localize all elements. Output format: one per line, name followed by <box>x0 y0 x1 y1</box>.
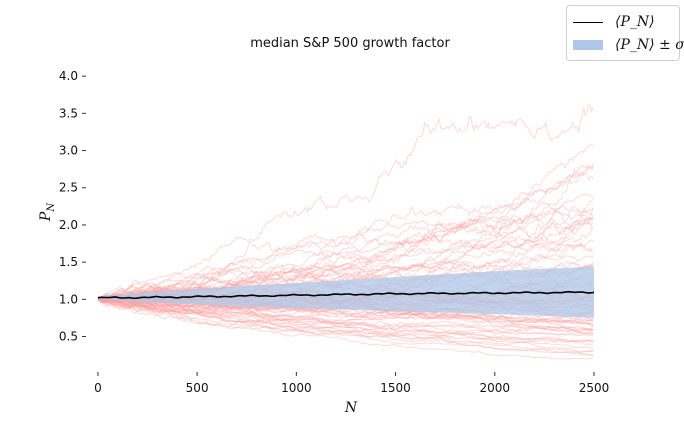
y-tick-label: 3.0 <box>59 144 78 158</box>
sample-path <box>97 294 594 325</box>
sample-path <box>97 203 594 301</box>
sample-path <box>97 298 594 334</box>
sample-path <box>97 296 594 321</box>
legend: ⟨P_N⟩ ⟨P_N⟩ ± σ_t <box>566 5 684 61</box>
mean-line-path <box>97 290 595 300</box>
sample-path <box>97 298 594 331</box>
sample-path <box>97 298 594 349</box>
sample-path <box>97 297 594 333</box>
legend-band-swatch <box>573 40 603 50</box>
sample-path <box>97 298 594 331</box>
sample-path <box>97 296 594 356</box>
sample-path <box>97 298 594 337</box>
sample-path <box>97 103 594 302</box>
sample-path <box>97 298 594 335</box>
sample-paths <box>97 103 594 360</box>
sample-path <box>97 173 594 303</box>
x-axis-label: N <box>344 400 358 416</box>
legend-label-mean: ⟨P_N⟩ <box>615 14 655 30</box>
x-tick-label: 0 <box>94 381 102 395</box>
std-band-area <box>97 266 595 318</box>
legend-label-band: ⟨P_N⟩ ± σ_t <box>615 37 684 53</box>
sample-path <box>97 297 594 353</box>
x-tick-label: 1500 <box>380 381 411 395</box>
sample-path <box>97 297 594 336</box>
sample-path <box>97 164 594 302</box>
y-axis-label: PN <box>38 202 57 222</box>
sample-path <box>97 164 594 300</box>
sample-path <box>97 298 594 357</box>
std-band <box>97 266 595 318</box>
y-tick-label: 2.0 <box>59 218 78 232</box>
chart-title: median S&P 500 growth factor <box>250 36 450 51</box>
x-tick-label: 2000 <box>480 381 511 395</box>
sample-path <box>97 298 594 353</box>
y-tick-label: 3.5 <box>59 106 78 120</box>
sample-path <box>97 296 594 345</box>
axes: 0 500 1000 1500 2000 2500 0.5 1.0 1.5 2.0 2.5 3.0 3.… <box>59 69 609 395</box>
x-tick-label: 500 <box>186 381 209 395</box>
legend-item-mean: ⟨P_N⟩ <box>567 14 655 30</box>
legend-item-band: ⟨P_N⟩ ± σ_t <box>567 37 684 53</box>
sample-path <box>97 298 594 360</box>
sample-path <box>97 144 594 300</box>
y-tick-label: 1.5 <box>59 255 78 269</box>
y-tick-label: 4.0 <box>59 69 78 83</box>
sample-path <box>97 296 594 325</box>
svg-text:PN: PN <box>38 202 57 222</box>
x-tick-label: 1000 <box>281 381 312 395</box>
sample-path <box>97 298 594 343</box>
x-tick-label: 2500 <box>579 381 610 395</box>
y-tick-label: 0.5 <box>59 330 78 344</box>
sample-path <box>97 207 594 302</box>
y-tick-label: 2.5 <box>59 181 78 195</box>
mean-line <box>97 290 595 300</box>
sample-path <box>97 216 594 302</box>
legend-line-swatch <box>573 21 603 23</box>
y-tick-label: 1.0 <box>59 292 78 306</box>
sample-path <box>97 297 594 343</box>
